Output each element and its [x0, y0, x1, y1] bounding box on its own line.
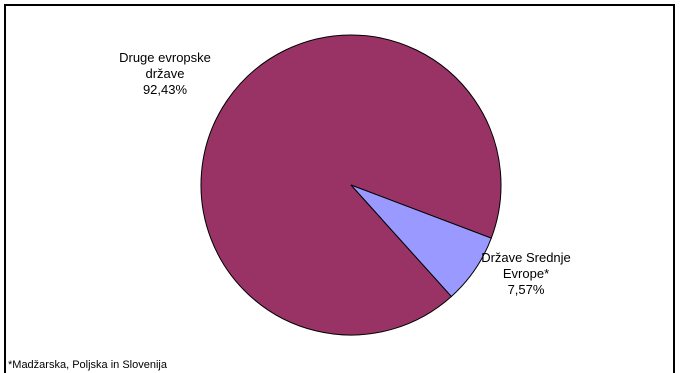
slice-value: 7,57% — [507, 282, 545, 297]
slice-label: Druge evropske države 92,43% — [105, 50, 225, 98]
footnote: *Madžarska, Poljska in Slovenija — [8, 359, 167, 371]
chart-frame: *Madžarska, Poljska in Slovenija Druge e… — [4, 4, 675, 373]
slice-name: Druge evropske države — [119, 50, 211, 81]
pie-slice — [350, 184, 492, 298]
slice-name: Države Srednje Evrope* — [481, 250, 571, 281]
slice-label: Države Srednje Evrope* 7,57% — [466, 250, 586, 298]
slice-value: 92,43% — [142, 82, 188, 97]
chart — [200, 34, 502, 336]
